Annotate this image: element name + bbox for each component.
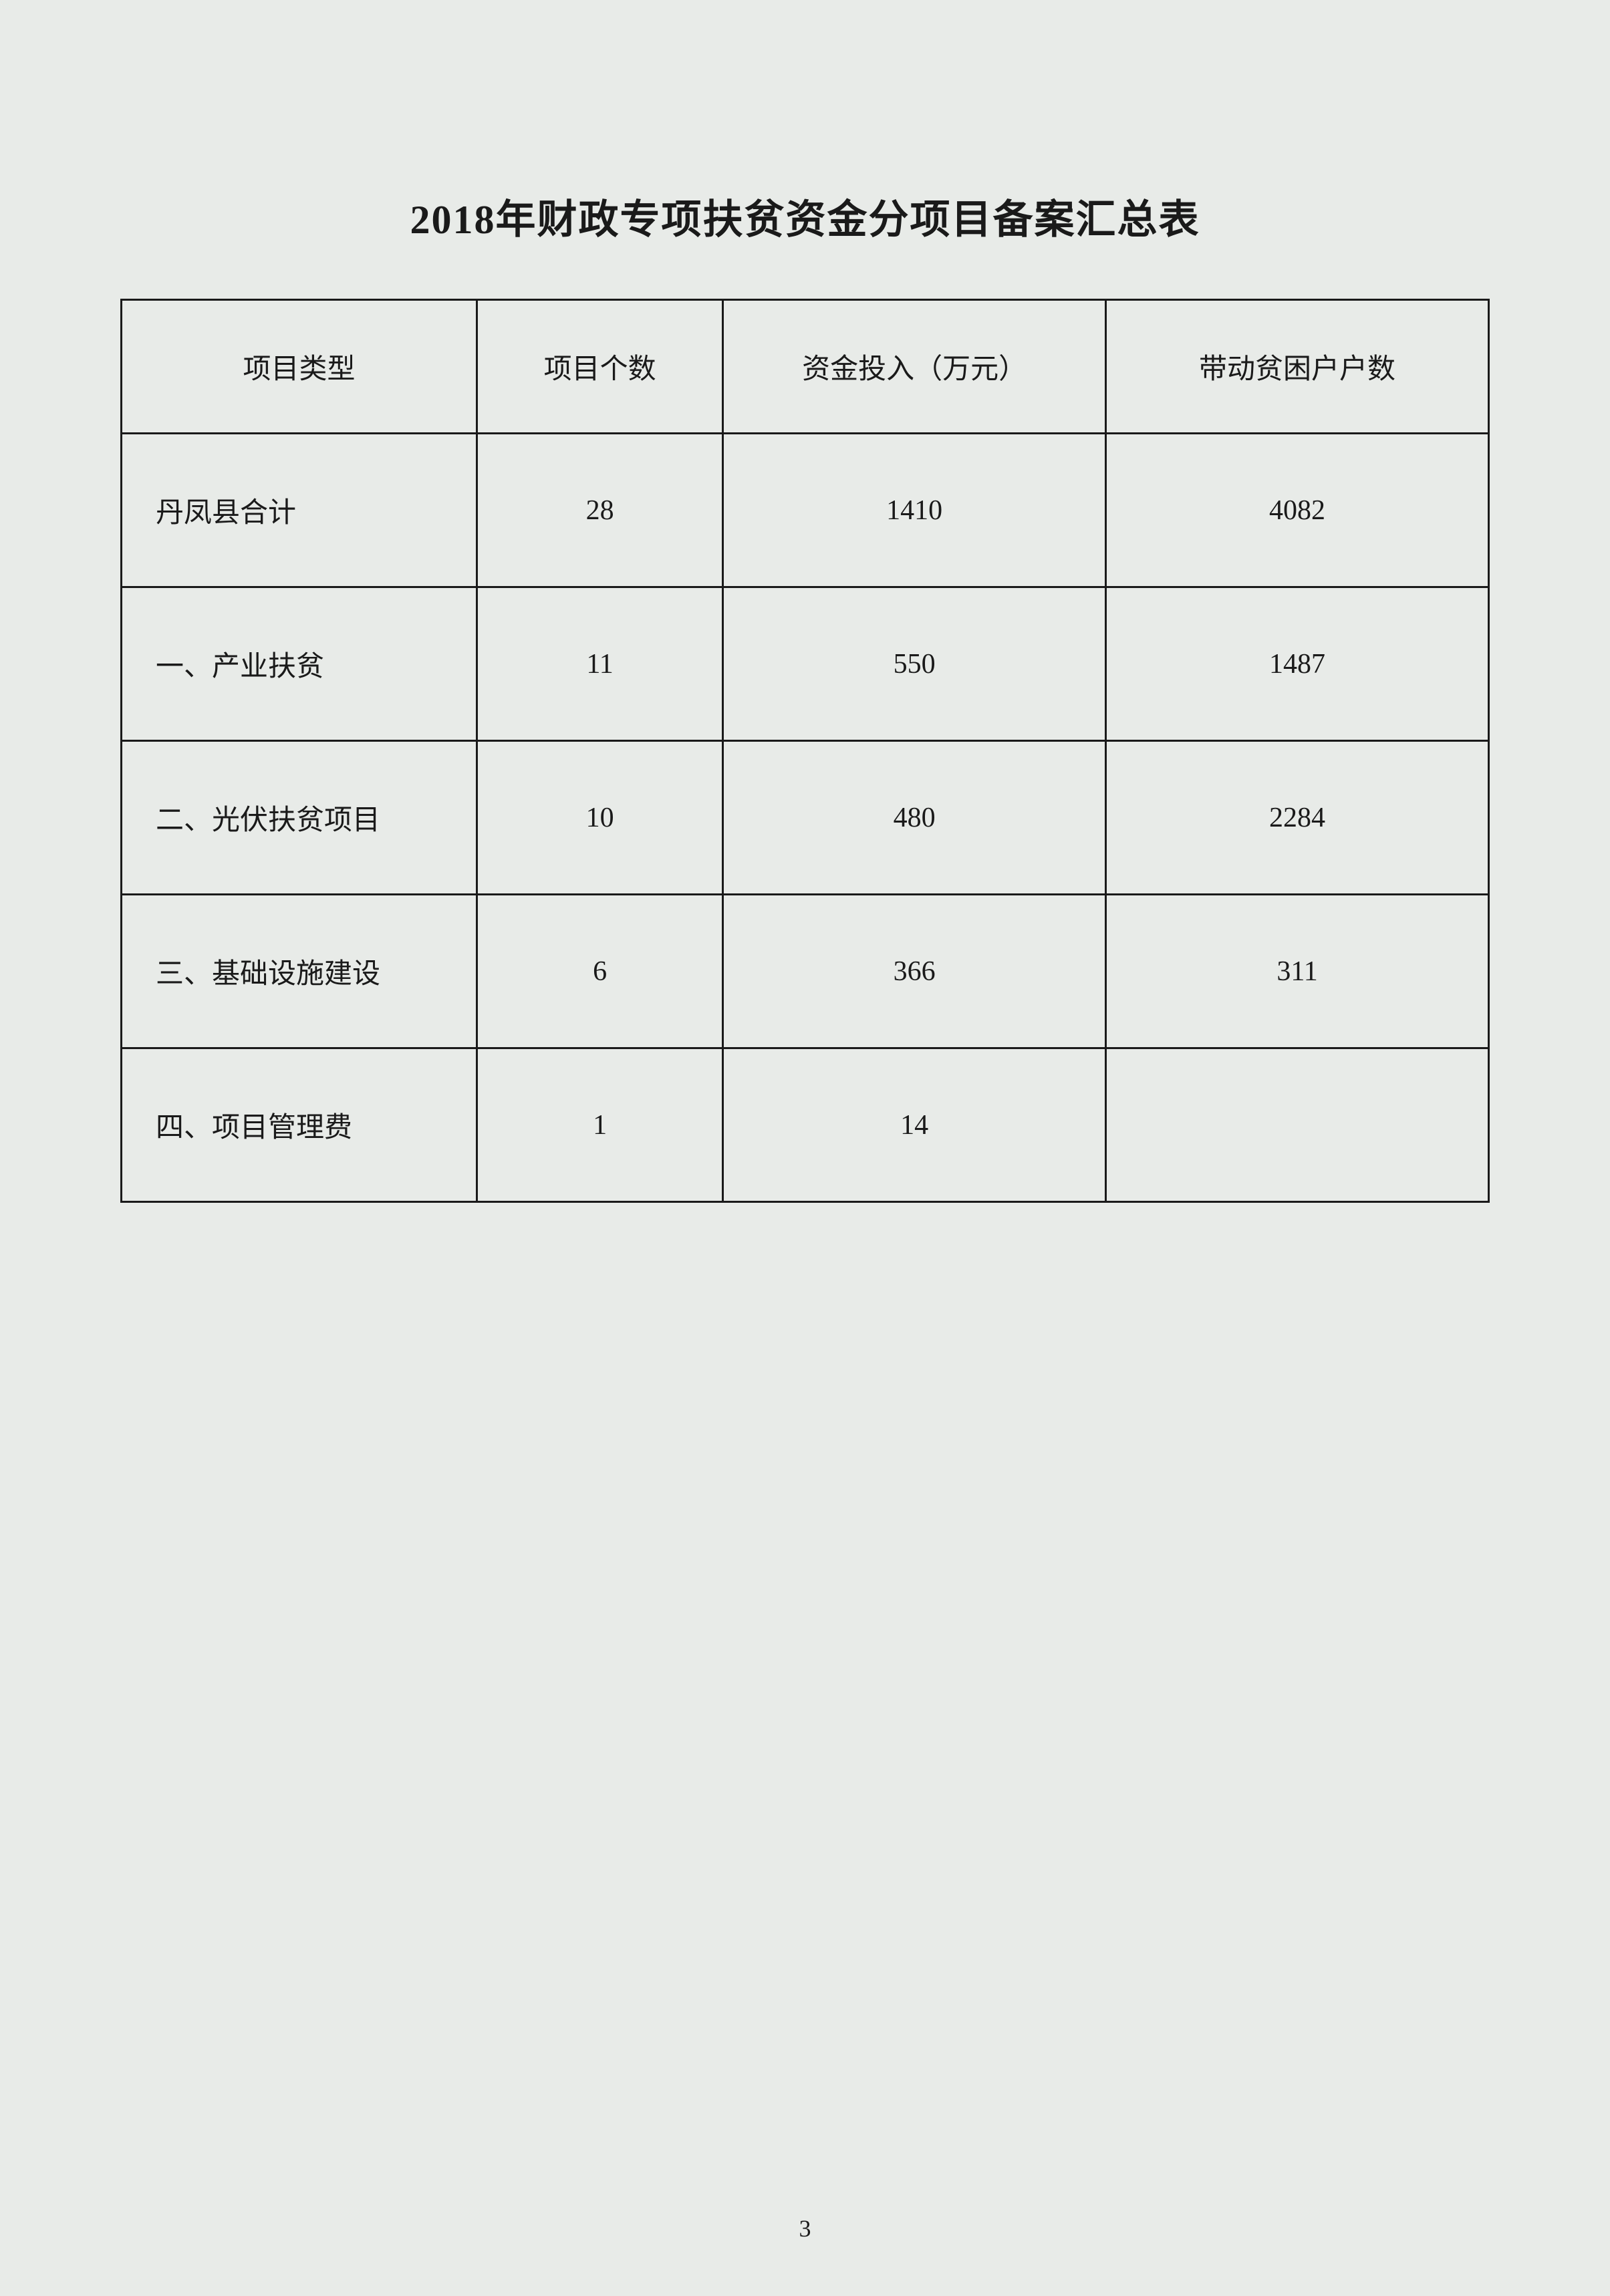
cell-count: 28 [477, 434, 722, 587]
cell-count: 1 [477, 1048, 722, 1202]
cell-households: 4082 [1106, 434, 1489, 587]
header-households: 带动贫困户户数 [1106, 300, 1489, 434]
cell-label: 四、项目管理费 [122, 1048, 477, 1202]
cell-fund: 480 [723, 741, 1106, 895]
table-row: 四、项目管理费 1 14 [122, 1048, 1489, 1202]
table-row: 三、基础设施建设 6 366 311 [122, 895, 1489, 1048]
table-row: 丹凤县合计 28 1410 4082 [122, 434, 1489, 587]
summary-table: 项目类型 项目个数 资金投入（万元） 带动贫困户户数 丹凤县合计 28 1410… [120, 299, 1490, 1203]
cell-households: 311 [1106, 895, 1489, 1048]
cell-fund: 550 [723, 587, 1106, 741]
cell-households: 1487 [1106, 587, 1489, 741]
cell-fund: 1410 [723, 434, 1106, 587]
cell-households: 2284 [1106, 741, 1489, 895]
cell-count: 10 [477, 741, 722, 895]
cell-fund: 14 [723, 1048, 1106, 1202]
cell-label: 一、产业扶贫 [122, 587, 477, 741]
cell-label: 二、光伏扶贫项目 [122, 741, 477, 895]
cell-label: 三、基础设施建设 [122, 895, 477, 1048]
header-project-count: 项目个数 [477, 300, 722, 434]
cell-label: 丹凤县合计 [122, 434, 477, 587]
table-header-row: 项目类型 项目个数 资金投入（万元） 带动贫困户户数 [122, 300, 1489, 434]
cell-count: 6 [477, 895, 722, 1048]
cell-fund: 366 [723, 895, 1106, 1048]
header-fund-input: 资金投入（万元） [723, 300, 1106, 434]
header-project-type: 项目类型 [122, 300, 477, 434]
page-container: 2018年财政专项扶贫资金分项目备案汇总表 项目类型 项目个数 资金投入（万元）… [0, 0, 1610, 2296]
page-number: 3 [799, 2214, 811, 2243]
page-title: 2018年财政专项扶贫资金分项目备案汇总表 [120, 187, 1490, 245]
table-row: 一、产业扶贫 11 550 1487 [122, 587, 1489, 741]
table-row: 二、光伏扶贫项目 10 480 2284 [122, 741, 1489, 895]
cell-households [1106, 1048, 1489, 1202]
cell-count: 11 [477, 587, 722, 741]
